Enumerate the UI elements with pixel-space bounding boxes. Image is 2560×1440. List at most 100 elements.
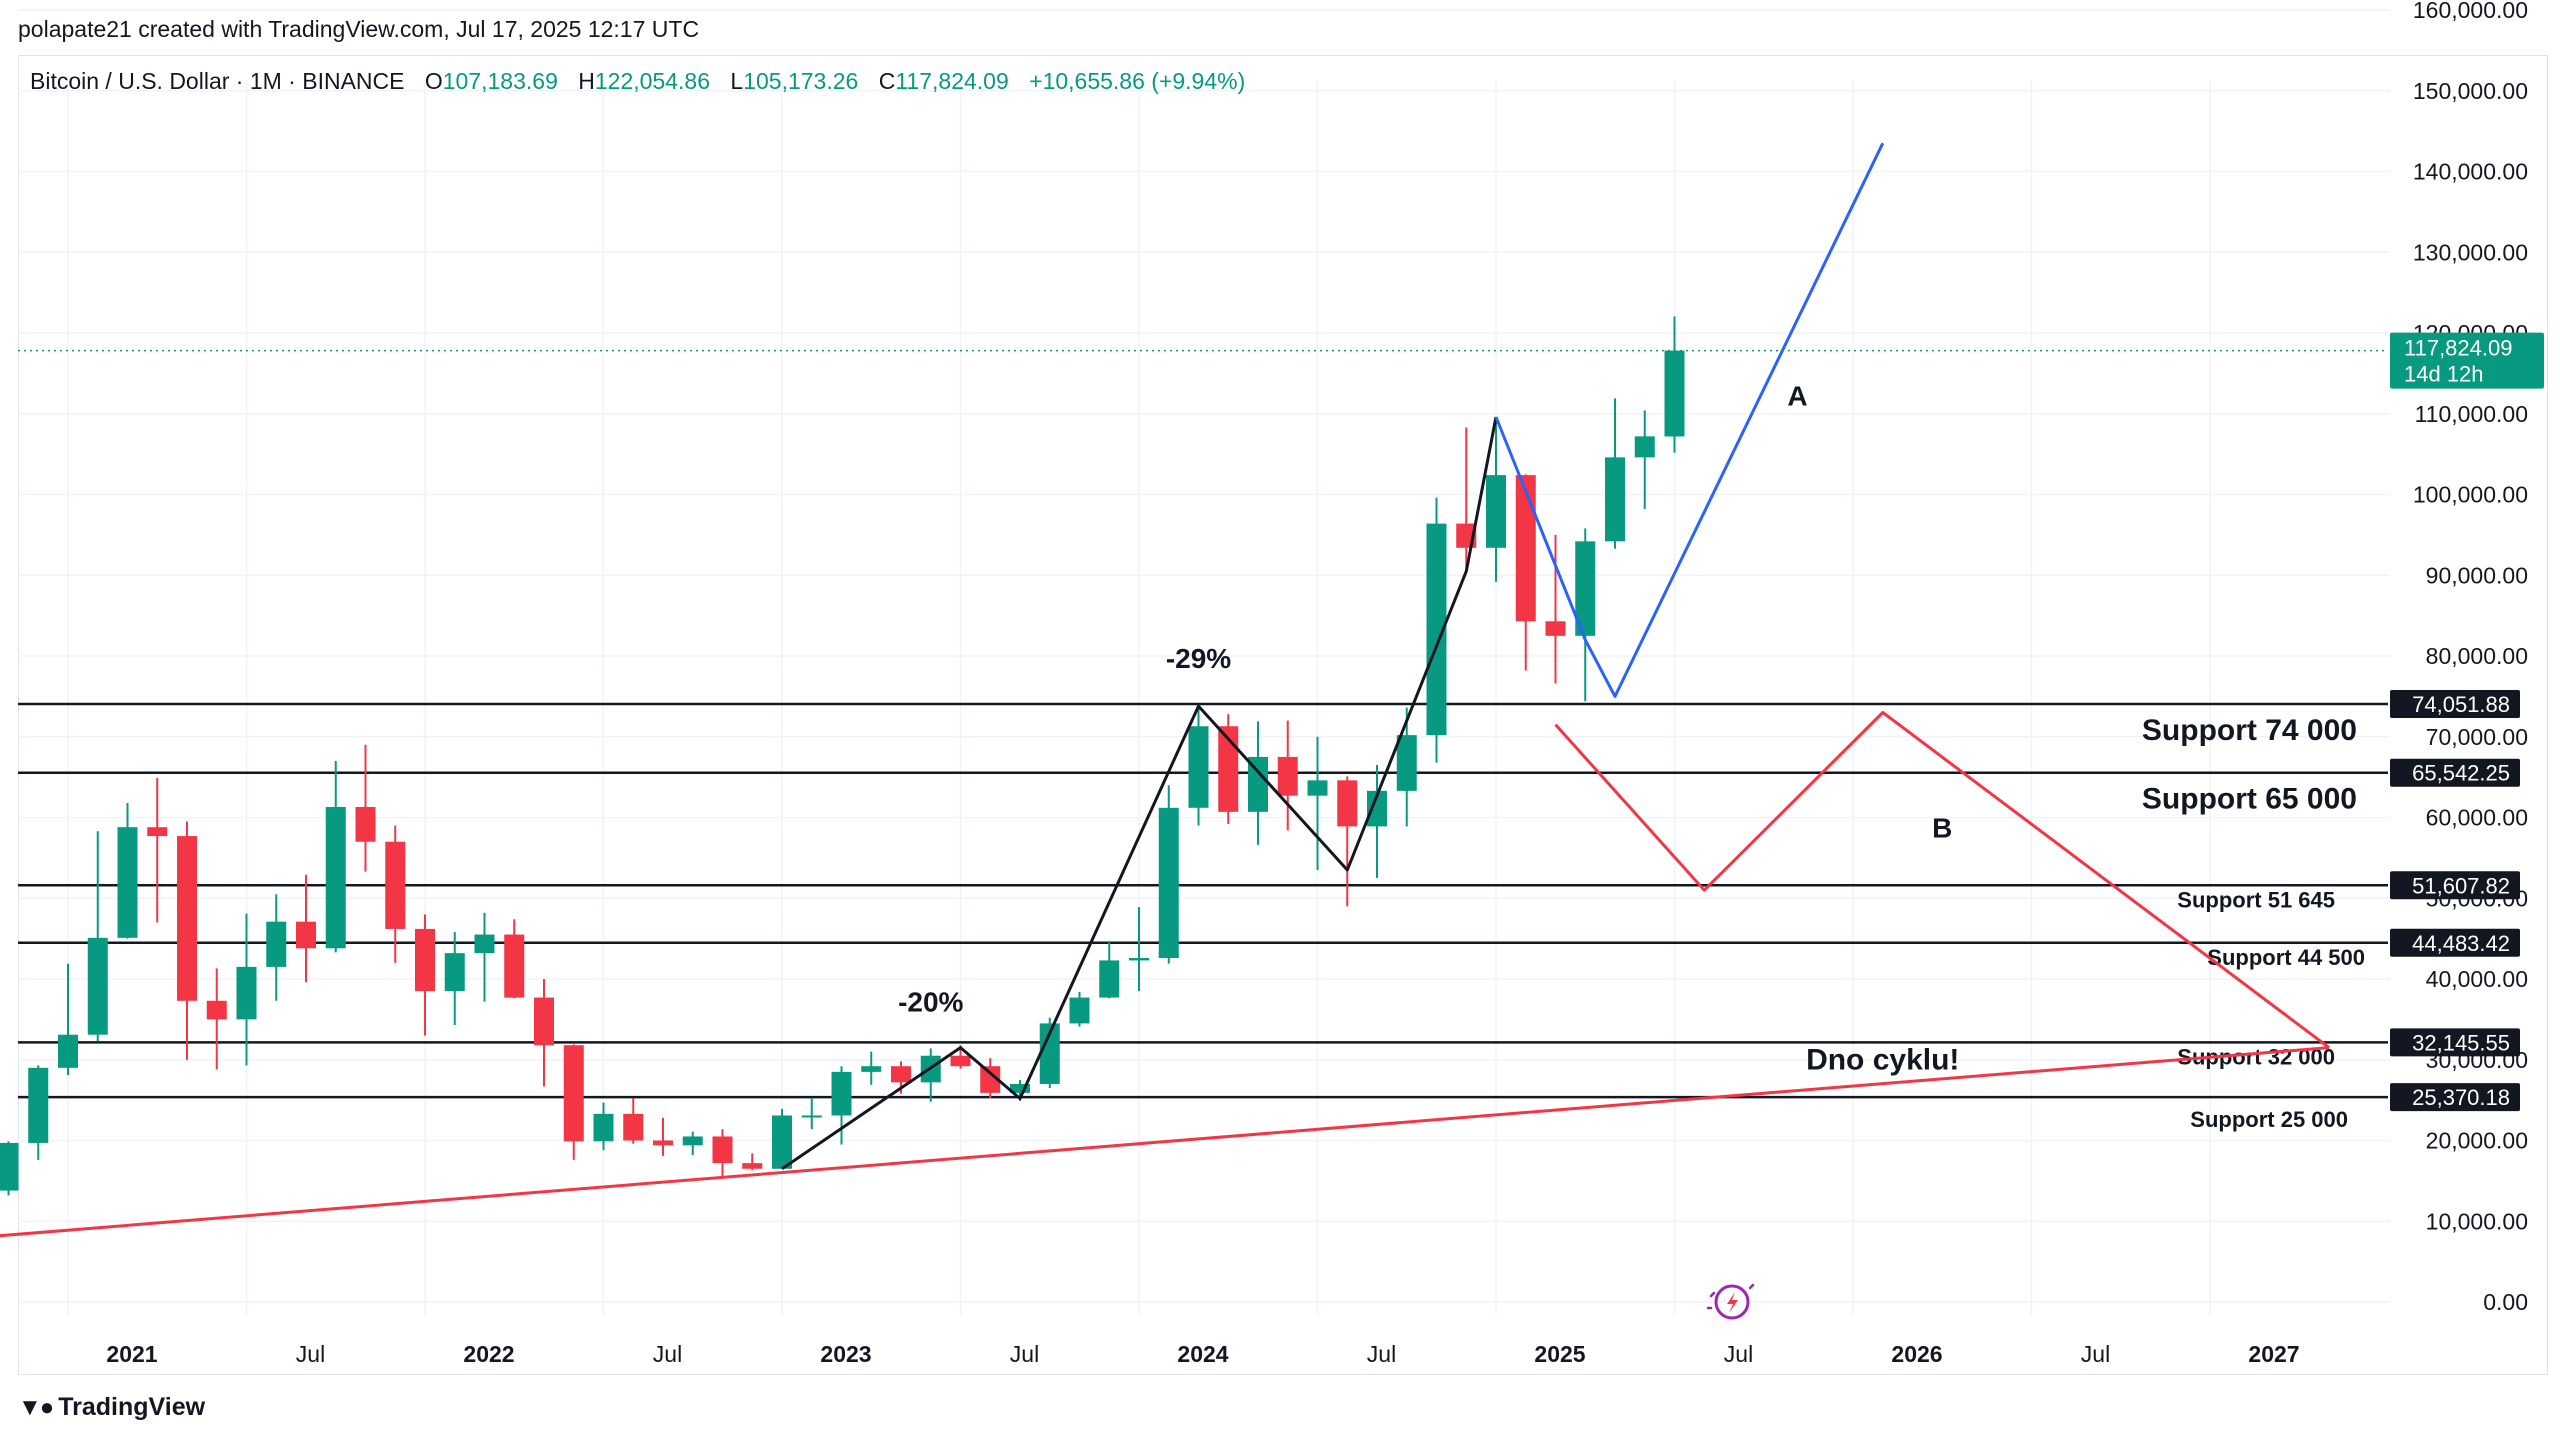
- candle[interactable]: [444, 932, 465, 1026]
- candle[interactable]: [504, 919, 525, 999]
- candle[interactable]: [653, 1117, 673, 1156]
- support-price-tag-bg: [2390, 1083, 2520, 1112]
- candle[interactable]: [28, 1065, 49, 1160]
- time-tick-label: 2023: [820, 1341, 871, 1367]
- candle[interactable]: [415, 914, 435, 1036]
- candle-body: [950, 1055, 971, 1067]
- candle-body: [504, 934, 525, 998]
- candle[interactable]: [682, 1131, 703, 1156]
- time-tick-label: 2026: [1891, 1341, 1942, 1367]
- time-tick-label: Jul: [653, 1341, 682, 1367]
- candle[interactable]: [147, 777, 168, 923]
- candle[interactable]: [1664, 316, 1685, 453]
- open-value: 107,183.69: [442, 68, 558, 94]
- symbol-name[interactable]: Bitcoin / U.S. Dollar · 1M · BINANCE: [30, 68, 405, 94]
- candle[interactable]: [1605, 398, 1625, 549]
- tradingview-logo-icon: ▼●: [18, 1393, 54, 1421]
- candle[interactable]: [1277, 720, 1298, 831]
- candle-body: [1426, 523, 1447, 736]
- time-tick-label: Jul: [296, 1341, 325, 1367]
- candle[interactable]: [355, 744, 376, 872]
- candle[interactable]: [593, 1102, 614, 1151]
- price-tick-label: 160,000.00: [2413, 0, 2528, 23]
- candle-body: [385, 841, 406, 929]
- candle[interactable]: [206, 968, 227, 1070]
- candle[interactable]: [1248, 721, 1268, 845]
- price-tick-label: 150,000.00: [2413, 78, 2528, 104]
- price-tick-label: 130,000.00: [2413, 239, 2528, 265]
- candle[interactable]: [1634, 410, 1655, 510]
- price-tick-label: 60,000.00: [2426, 805, 2528, 831]
- candle-body: [87, 937, 108, 1035]
- support-price-tag-bg: [2390, 758, 2520, 787]
- time-tick-label: Jul: [2081, 1341, 2110, 1367]
- candle[interactable]: [1218, 714, 1239, 824]
- candle-body: [444, 953, 465, 992]
- support-price-tag: 25,370.18: [2390, 1083, 2520, 1112]
- candle[interactable]: [1515, 474, 1536, 671]
- candle[interactable]: [1486, 416, 1506, 582]
- candle[interactable]: [266, 894, 287, 1001]
- candle-body: [891, 1066, 911, 1083]
- candle[interactable]: [563, 1044, 584, 1160]
- candle[interactable]: [1575, 528, 1596, 702]
- candle[interactable]: [534, 979, 554, 1087]
- candle[interactable]: [58, 963, 78, 1076]
- scenario-lines: [781, 142, 2330, 1171]
- support-label: Support 25 000: [2190, 1107, 2348, 1132]
- candle-body: [1307, 780, 1328, 796]
- candle[interactable]: [474, 912, 495, 1002]
- candle[interactable]: [1337, 776, 1358, 907]
- time-tick-label: 2025: [1534, 1341, 1585, 1367]
- candle[interactable]: [1456, 427, 1477, 572]
- support-price-tag: 44,483.42: [2390, 928, 2520, 957]
- candle[interactable]: [1069, 991, 1090, 1027]
- candle[interactable]: [980, 1058, 1001, 1099]
- candle[interactable]: [1396, 707, 1417, 827]
- candle[interactable]: [831, 1066, 852, 1145]
- last-price-tag-bg: [2390, 332, 2544, 389]
- price-tags: 74,051.88 65,542.25 51,607.82 44,483.42 32,1…: [2390, 332, 2544, 1112]
- symbol-legend[interactable]: Bitcoin / U.S. Dollar · 1M · BINANCE O10…: [30, 68, 1245, 95]
- candle[interactable]: [1545, 534, 1566, 684]
- candle[interactable]: [1307, 736, 1328, 870]
- tradingview-brand[interactable]: ▼● TradingView: [18, 1393, 205, 1422]
- candle[interactable]: [296, 874, 316, 983]
- candle[interactable]: [801, 1097, 822, 1130]
- candle[interactable]: [385, 825, 406, 963]
- candle[interactable]: [1367, 765, 1387, 879]
- support-label: Support 44 500: [2207, 945, 2365, 970]
- change-value: +10,655.86 (+9.94%): [1029, 68, 1246, 94]
- candle-body: [682, 1136, 703, 1146]
- candle[interactable]: [0, 1141, 19, 1196]
- candle[interactable]: [920, 1048, 941, 1102]
- candle-body: [1367, 790, 1387, 827]
- candle[interactable]: [1129, 907, 1149, 992]
- candle[interactable]: [623, 1098, 644, 1144]
- support-price-tag-bg: [2390, 1028, 2520, 1057]
- candle[interactable]: [236, 913, 257, 1066]
- candle[interactable]: [117, 802, 138, 939]
- candle[interactable]: [87, 831, 108, 1042]
- candle[interactable]: [1158, 785, 1179, 964]
- price-tick-label: 110,000.00: [2415, 401, 2528, 427]
- support-price-tag-bg: [2390, 871, 2520, 900]
- candle-body: [58, 1034, 78, 1068]
- candle[interactable]: [177, 821, 197, 1060]
- candle[interactable]: [1188, 706, 1209, 826]
- candle[interactable]: [772, 1109, 792, 1169]
- candle[interactable]: [1039, 1017, 1060, 1089]
- candle[interactable]: [712, 1129, 733, 1177]
- candle[interactable]: [1426, 497, 1447, 763]
- support-label: Support 65 000: [2142, 783, 2357, 816]
- candle[interactable]: [325, 760, 346, 953]
- candle-body: [563, 1045, 584, 1142]
- candle[interactable]: [742, 1153, 763, 1171]
- candle-body: [861, 1066, 882, 1072]
- candle-body: [1010, 1083, 1030, 1093]
- candle-body: [831, 1071, 852, 1116]
- candle[interactable]: [1099, 941, 1120, 999]
- lightning-icon[interactable]: [1706, 1283, 1755, 1320]
- candle[interactable]: [861, 1051, 882, 1085]
